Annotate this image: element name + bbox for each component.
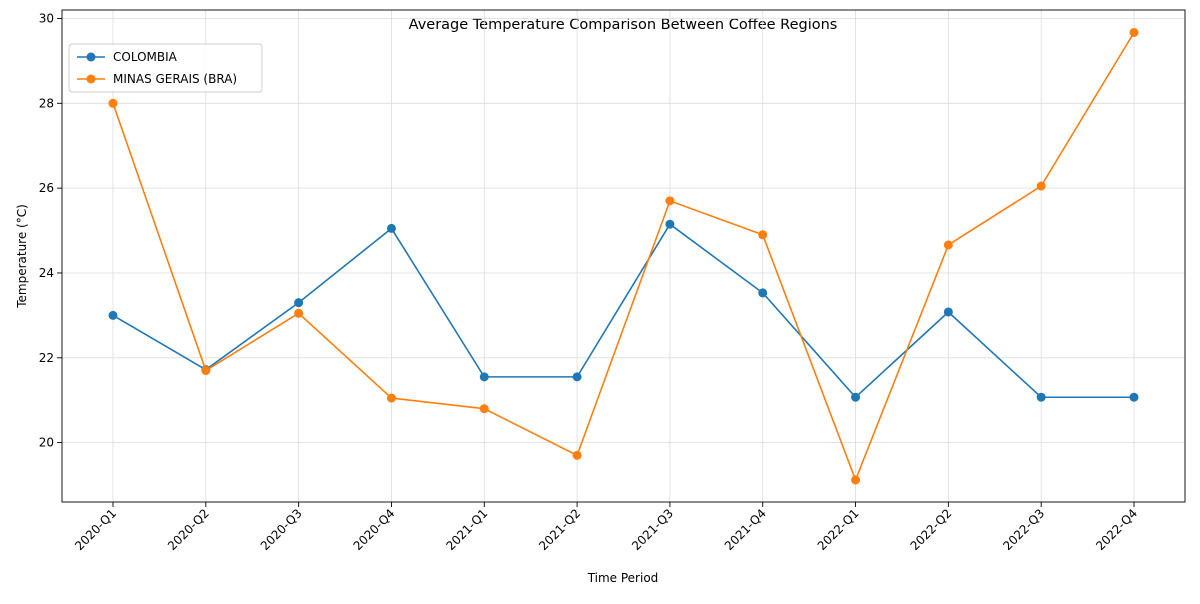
data-point-series-2 bbox=[386, 393, 396, 403]
data-point-series-1 bbox=[386, 223, 396, 233]
chart-title: Average Temperature Comparison Between C… bbox=[409, 17, 838, 33]
y-axis: 20 22 24 26 28 30 bbox=[39, 11, 62, 450]
legend-marker bbox=[86, 52, 96, 62]
data-point-series-1 bbox=[665, 219, 675, 229]
y-tick-label: 28 bbox=[39, 96, 54, 110]
data-point-series-2 bbox=[943, 240, 953, 250]
data-point-series-1 bbox=[108, 310, 118, 320]
y-tick-label: 30 bbox=[39, 11, 54, 25]
y-tick-label: 22 bbox=[39, 351, 54, 365]
data-point-series-2 bbox=[294, 308, 304, 318]
series-line-2 bbox=[112, 32, 1135, 483]
x-axis-label: Time Period bbox=[587, 571, 659, 585]
y-tick-label: 26 bbox=[39, 181, 54, 195]
data-point-series-1 bbox=[294, 298, 304, 308]
data-point-series-2 bbox=[758, 230, 768, 240]
grid bbox=[62, 10, 1185, 502]
data-point-series-1 bbox=[1129, 392, 1139, 402]
legend: COLOMBIA MINAS GERAIS (BRA) bbox=[68, 43, 263, 93]
legend-label: MINAS GERAIS (BRA) bbox=[113, 72, 237, 86]
data-point-series-2 bbox=[1129, 27, 1139, 37]
data-point-series-2 bbox=[665, 196, 675, 206]
data-point-series-2 bbox=[572, 450, 582, 460]
y-axis-label: Temperature (°C) bbox=[15, 204, 29, 309]
series-line-1 bbox=[112, 223, 1134, 399]
data-point-series-2 bbox=[201, 366, 211, 376]
data-point-series-1 bbox=[943, 307, 953, 317]
data-point-series-1 bbox=[572, 372, 582, 382]
data-point-series-2 bbox=[851, 475, 861, 485]
data-point-series-2 bbox=[479, 404, 489, 414]
plot-frame bbox=[61, 9, 1186, 503]
y-tick-label: 24 bbox=[39, 266, 54, 280]
data-point-series-2 bbox=[108, 98, 118, 108]
series-layer bbox=[108, 27, 1139, 485]
y-tick-label: 20 bbox=[39, 436, 54, 450]
data-point-series-1 bbox=[479, 372, 489, 382]
data-point-series-1 bbox=[758, 288, 768, 298]
legend-label: COLOMBIA bbox=[113, 50, 178, 64]
legend-marker bbox=[86, 74, 96, 84]
data-point-series-1 bbox=[1036, 392, 1046, 402]
legend-box bbox=[68, 43, 263, 93]
data-point-series-1 bbox=[851, 392, 861, 402]
data-point-series-2 bbox=[1036, 181, 1046, 191]
